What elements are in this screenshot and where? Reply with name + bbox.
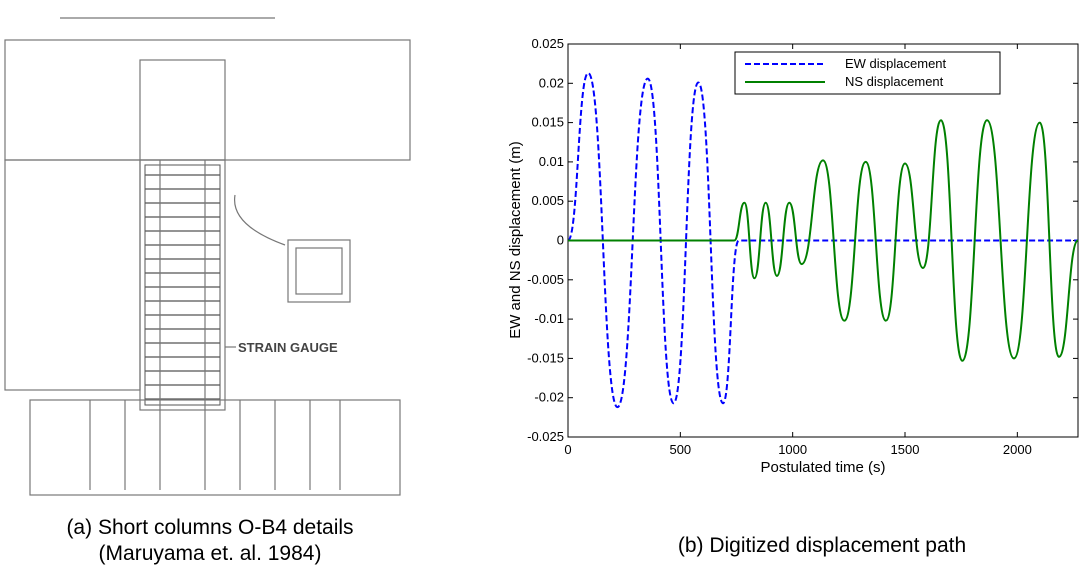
caption: (a) Short columns O-B4 details bbox=[66, 516, 353, 539]
x-axis-label: Postulated time (s) bbox=[760, 459, 885, 476]
x-tick-label: 500 bbox=[669, 442, 691, 457]
legend-label: NS displacement bbox=[845, 74, 944, 89]
x-tick-label: 1000 bbox=[778, 442, 807, 457]
legend-box bbox=[734, 51, 1001, 95]
x-tick-label: 1500 bbox=[891, 442, 920, 457]
column-drawing: STRAIN GAUGE bbox=[4, 17, 411, 496]
caption: (b) Digitized displacement path bbox=[678, 534, 966, 557]
y-axis-label: EW and NS displacement (m) bbox=[507, 141, 524, 339]
y-tick-label: -0.025 bbox=[527, 429, 564, 444]
caption: (Maruyama et. al. 1984) bbox=[99, 542, 322, 565]
legend-label: EW displacement bbox=[845, 56, 947, 71]
y-tick-label: 0 bbox=[557, 233, 564, 248]
y-tick-label: -0.015 bbox=[527, 350, 564, 365]
y-tick-label: -0.02 bbox=[534, 390, 564, 405]
y-tick-label: 0.005 bbox=[531, 193, 564, 208]
x-tick-label: 0 bbox=[564, 442, 571, 457]
y-tick-label: 0.015 bbox=[531, 115, 564, 130]
x-tick-label: 2000 bbox=[1003, 442, 1032, 457]
y-tick-label: -0.005 bbox=[527, 272, 564, 287]
y-tick-label: 0.01 bbox=[539, 154, 564, 169]
y-tick-label: 0.02 bbox=[539, 75, 564, 90]
y-tick-label: -0.01 bbox=[534, 311, 564, 326]
series-line bbox=[568, 119, 1079, 362]
series-line bbox=[567, 72, 1078, 409]
drawing-label: STRAIN GAUGE bbox=[238, 340, 338, 355]
y-tick-label: 0.025 bbox=[531, 36, 564, 51]
